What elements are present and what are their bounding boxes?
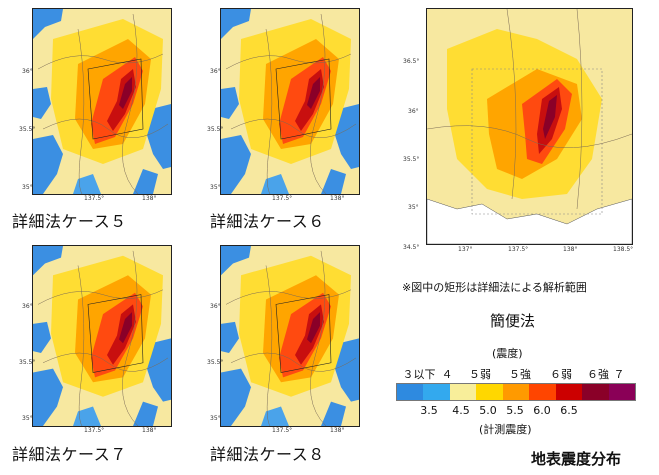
lat-tick: 35° xyxy=(22,415,33,422)
intensity-label: ４ xyxy=(441,368,453,381)
lon-tick: 138.5° xyxy=(613,246,634,253)
lon-tick: 137.5° xyxy=(272,427,293,434)
lat-tick: 36° xyxy=(210,68,221,75)
intensity-label: ５弱 xyxy=(469,368,491,381)
bar-value: 6.5 xyxy=(560,404,578,417)
map-case7 xyxy=(32,245,172,427)
lat-tick: 35° xyxy=(22,184,33,191)
map-case8 xyxy=(220,245,360,427)
overview-map xyxy=(426,8,633,245)
bar-value: 5.0 xyxy=(479,404,497,417)
case-label: 詳細法ケース８ xyxy=(210,445,325,464)
figure-title: 地表震度分布 xyxy=(531,450,622,468)
intensity-colorbar xyxy=(396,383,636,401)
intensity-map-case6 xyxy=(221,9,359,194)
lon-tick: 138° xyxy=(142,427,157,434)
intensity-label: ７ xyxy=(613,368,625,381)
lat-tick: 35° xyxy=(408,204,419,211)
lat-tick: 36° xyxy=(210,303,221,310)
analysis-range-note: ※図中の矩形は詳細法による解析範囲 xyxy=(402,281,587,294)
lat-tick: 34.5° xyxy=(403,244,420,251)
lon-tick: 138° xyxy=(142,195,157,202)
bar-value: 4.5 xyxy=(452,404,470,417)
colorbar-segment xyxy=(555,384,583,400)
lon-tick: 138° xyxy=(330,195,345,202)
lat-tick: 35° xyxy=(210,184,221,191)
lat-tick: 35.5° xyxy=(403,156,420,163)
lon-tick: 138° xyxy=(330,427,345,434)
lat-tick: 36° xyxy=(22,303,33,310)
intensity-map-case8 xyxy=(221,246,359,426)
lon-tick: 137.5° xyxy=(84,195,105,202)
colorbar-segment xyxy=(397,384,424,400)
intensity-label: ６強 xyxy=(587,368,609,381)
lon-tick: 137.5° xyxy=(272,195,293,202)
lat-tick: 35.5° xyxy=(19,359,36,366)
colorbar-segment xyxy=(476,384,503,400)
legend-header: (震度) xyxy=(492,347,523,360)
intensity-map-overview xyxy=(427,9,632,244)
intensity-label: ６弱 xyxy=(550,368,572,381)
intensity-map-case7 xyxy=(33,246,171,426)
map-panel-case5: 36° 35.5° 35° 137.5° 138° 詳細法ケース５ xyxy=(12,8,212,233)
case-label: 詳細法ケース６ xyxy=(210,212,325,231)
bar-value: 6.0 xyxy=(533,404,551,417)
map-panel-case7: 36° 35.5° 35° 137.5° 138° 詳細法ケース７ xyxy=(12,245,212,470)
lon-tick: 138° xyxy=(563,246,578,253)
lat-tick: 35.5° xyxy=(207,359,224,366)
lat-tick: 35.5° xyxy=(207,126,224,133)
lat-tick: 35.5° xyxy=(19,126,36,133)
intensity-label: ３以下 xyxy=(402,368,436,381)
intensity-label: ５強 xyxy=(509,368,531,381)
colorbar-segment xyxy=(582,384,609,400)
map-case6 xyxy=(220,8,360,195)
bar-value: 5.5 xyxy=(506,404,524,417)
map-panel-case6: 36° 35.5° 35° 137.5° 138° 詳細法ケース６ xyxy=(207,8,400,233)
colorbar-segment xyxy=(502,384,530,400)
lat-tick: 36° xyxy=(408,108,419,115)
lat-tick: 35° xyxy=(210,415,221,422)
colorbar-segment xyxy=(423,384,450,400)
colorbar-segment xyxy=(608,384,635,400)
colorbar-segment xyxy=(449,384,477,400)
lon-tick: 137.5° xyxy=(84,427,105,434)
bar-value: 3.5 xyxy=(420,404,438,417)
intensity-map-case5 xyxy=(33,9,171,194)
map-case5 xyxy=(32,8,172,195)
case-label: 詳細法ケース７ xyxy=(12,445,127,464)
lat-tick: 36.5° xyxy=(403,58,420,65)
colorbar-segment xyxy=(529,384,556,400)
lon-tick: 137.5° xyxy=(508,246,529,253)
map-panel-case8: 36° 35.5° 35° 137.5° 138° 詳細法ケース８ xyxy=(207,245,400,470)
case-label: 詳細法ケース５ xyxy=(12,212,127,231)
legend-footer: (計測震度) xyxy=(479,423,532,436)
lat-tick: 36° xyxy=(22,68,33,75)
overview-panel: 36.5° 36° 35.5° 35° 34.5° 137° 137.5° 13… xyxy=(398,8,653,268)
lon-tick: 137° xyxy=(458,246,473,253)
overview-title: 簡便法 xyxy=(490,312,536,330)
